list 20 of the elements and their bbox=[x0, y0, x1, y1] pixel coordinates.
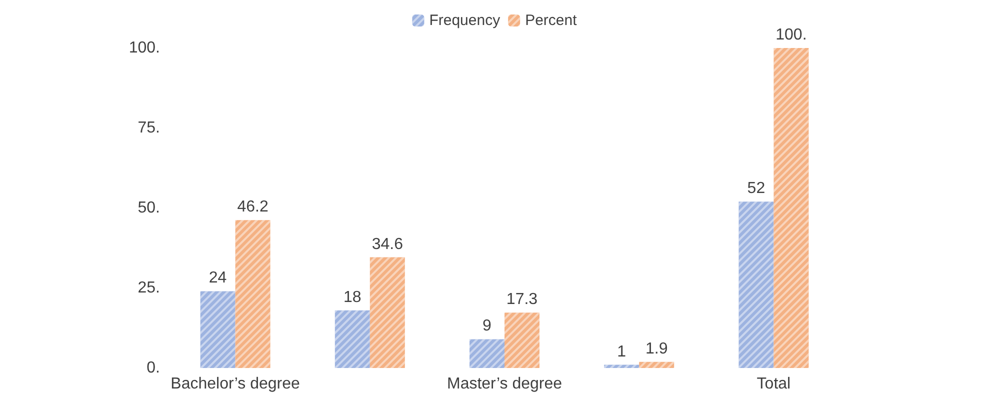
data-label: 46.2 bbox=[237, 198, 268, 216]
y-tick-label: 0. bbox=[146, 360, 160, 376]
y-tick-label: 50. bbox=[138, 200, 160, 216]
x-tick-label: Bachelor’s degree bbox=[170, 376, 300, 392]
y-tick-label: 25. bbox=[138, 280, 160, 296]
legend-label: Percent bbox=[525, 12, 578, 29]
data-label: 34.6 bbox=[372, 236, 404, 253]
data-label: 100. bbox=[776, 26, 807, 44]
data-label: 24 bbox=[208, 270, 227, 287]
x-tick-label: Total bbox=[756, 376, 791, 392]
data-label: 18 bbox=[344, 288, 362, 306]
data-label: 9 bbox=[482, 318, 492, 335]
data-label: 52 bbox=[747, 180, 766, 198]
x-tick-label: Master’s degree bbox=[446, 376, 562, 392]
y-tick-label: 100. bbox=[128, 40, 160, 56]
legend-label: Frequency bbox=[429, 12, 501, 29]
data-label: 1.9 bbox=[645, 340, 668, 358]
y-tick-label: 75. bbox=[138, 120, 160, 136]
data-label: 1 bbox=[617, 343, 626, 360]
data-label: 17.3 bbox=[506, 291, 538, 308]
